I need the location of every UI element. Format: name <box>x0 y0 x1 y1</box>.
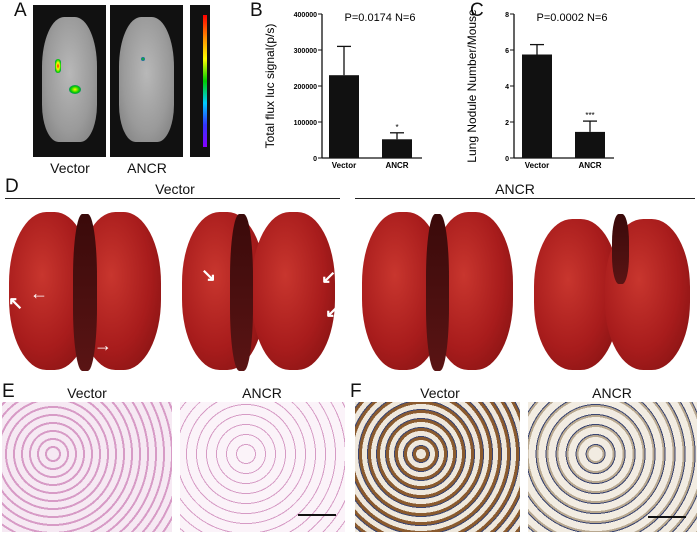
significance-mark: * <box>395 123 398 132</box>
chart-annotation: P=0.0174 N=6 <box>345 12 416 24</box>
y-tick-label: 0 <box>313 156 317 163</box>
arrow-icon: ← <box>30 283 48 303</box>
panel-e-label: E <box>2 381 15 402</box>
group-line-vector <box>5 198 340 199</box>
panel-b-label: B <box>250 0 263 21</box>
y-tick-label: 6 <box>505 48 509 55</box>
caption-vector: Vector <box>50 160 90 176</box>
panel-c-label: C <box>470 0 484 21</box>
scale-bar <box>298 514 336 516</box>
lung-image-ancr-2 <box>527 205 697 380</box>
bar-vector <box>329 75 359 158</box>
lung-image-vector-1: ↖ ← → <box>2 205 168 380</box>
bar-chart-b: 0 100000 200000 300000 400000 Total flux luc … <box>263 12 422 170</box>
y-tick-label: 0 <box>505 156 509 163</box>
group-line-ancr <box>355 198 695 199</box>
arrow-icon: ↘ <box>201 265 217 285</box>
panel-f-label: F <box>350 381 362 402</box>
caption-ancr: ANCR <box>592 385 632 401</box>
group-label-vector: Vector <box>155 181 195 197</box>
significance-mark: *** <box>585 111 594 120</box>
mouse-image-ancr <box>110 5 183 157</box>
caption-ancr: ANCR <box>242 385 282 401</box>
x-tick-label: Vector <box>525 161 549 170</box>
ihc-image-ancr <box>528 402 697 532</box>
x-tick-label: ANCR <box>385 161 408 170</box>
y-tick-label: 8 <box>505 12 509 19</box>
he-stain-image-ancr <box>180 402 345 532</box>
bar-ancr <box>382 139 412 158</box>
y-axis-label: Lung Nodule Number/Mouse <box>465 9 479 163</box>
panel-d-label: D <box>5 176 19 197</box>
y-tick-label: 300000 <box>294 48 317 55</box>
y-tick-label: 400000 <box>294 12 317 19</box>
chart-annotation: P=0.0002 N=6 <box>537 12 608 24</box>
bar-chart-c: 0 2 4 6 8 Lung Nodule Number/Mouse P=0.0002 N=… <box>465 9 614 170</box>
lung-image-vector-2: ↘ ↙ ↙ <box>175 205 342 380</box>
x-tick-label: Vector <box>332 161 356 170</box>
bar-vector <box>522 54 552 158</box>
y-tick-label: 100000 <box>294 120 317 127</box>
ihc-image-vector <box>355 402 520 532</box>
lung-image-ancr-1 <box>355 205 520 380</box>
arrow-icon: ↙ <box>325 301 341 321</box>
mouse-image-vector <box>33 5 106 157</box>
x-tick-label: ANCR <box>578 161 601 170</box>
arrow-icon: ↙ <box>321 267 337 287</box>
caption-ancr: ANCR <box>127 160 167 176</box>
group-label-ancr: ANCR <box>495 181 535 197</box>
caption-vector: Vector <box>420 385 460 401</box>
bar-ancr <box>575 131 605 158</box>
y-tick-label: 2 <box>505 120 509 127</box>
luminescence-colorbar <box>190 5 210 157</box>
panel-a-label: A <box>14 0 27 21</box>
y-tick-label: 200000 <box>294 84 317 91</box>
arrow-icon: → <box>94 335 112 355</box>
y-axis-label: Total flux luc signal(p/s) <box>263 24 277 149</box>
scale-bar <box>648 516 686 518</box>
y-tick-label: 4 <box>505 84 509 91</box>
caption-vector: Vector <box>67 385 107 401</box>
arrow-icon: ↖ <box>8 293 24 313</box>
he-stain-image-vector <box>2 402 172 532</box>
